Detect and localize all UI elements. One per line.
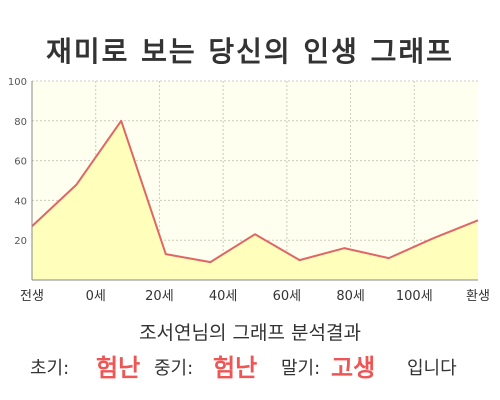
y-tick-label: 20: [14, 236, 27, 247]
middle-label: 중기:: [154, 358, 194, 379]
analysis-summary: 초기: 험난 중기: 험난 말기: 고생 입니다: [0, 346, 500, 382]
late-value: 고생: [331, 354, 376, 382]
x-tick-label: 20세: [145, 289, 174, 304]
area-fill: [32, 120, 478, 280]
x-tick-label: 전생: [20, 289, 44, 304]
life-graph-chart: 20 40 60 80 100 전생 0세 20세 40세 60세 80세 100세 환생: [8, 77, 490, 304]
x-tick-label: 환생: [466, 289, 490, 304]
x-tick-label: 40세: [209, 289, 238, 304]
analysis-heading: 조서연님의 그래프 분석결과: [139, 322, 361, 344]
middle-value: 험난: [213, 354, 258, 382]
early-label: 초기:: [30, 358, 70, 379]
y-tick-label: 80: [14, 117, 27, 128]
y-tick-label: 100: [8, 77, 27, 88]
series-line: [31, 119, 479, 264]
late-label: 말기:: [281, 358, 321, 379]
early-value: 험난: [96, 354, 141, 382]
x-tick-label: 80세: [336, 289, 365, 304]
x-tick-label: 60세: [273, 289, 302, 304]
chart-title: 재미로 보는 당신의 인생 그래프: [46, 35, 454, 68]
x-tick-label: 0세: [86, 289, 106, 304]
y-tick-label: 40: [14, 196, 27, 207]
ending-text: 입니다: [407, 358, 457, 379]
y-tick-label: 60: [14, 157, 27, 168]
x-tick-label: 100세: [396, 289, 433, 304]
